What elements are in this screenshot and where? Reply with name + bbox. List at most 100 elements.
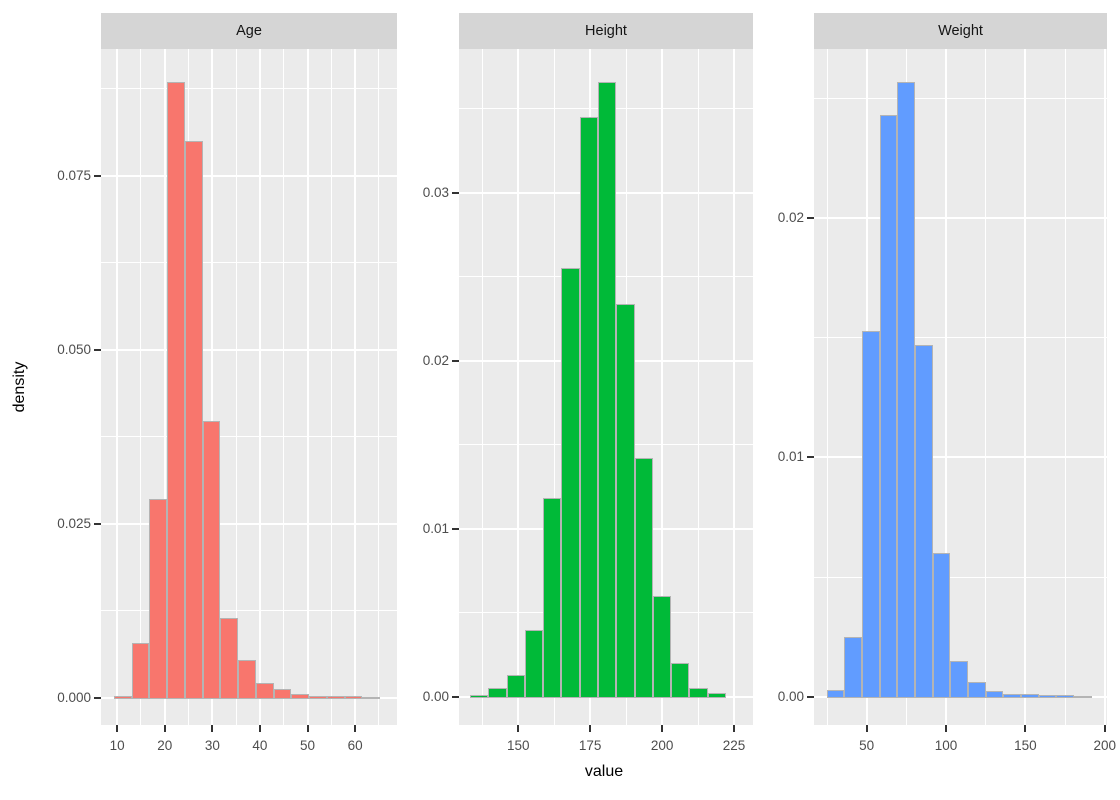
gridline-minor-h [101, 262, 397, 264]
y-tick-mark [452, 695, 459, 698]
gridline-major-h [101, 522, 397, 525]
gridline-minor-v [481, 49, 483, 725]
gridline-major-v [354, 49, 357, 725]
histogram-bar [950, 660, 968, 699]
histogram-bar [184, 140, 203, 700]
histogram-bar [273, 688, 292, 700]
y-tick-label: 0.03 [422, 184, 449, 200]
histogram-bar [707, 693, 727, 699]
gridline-minor-v [985, 49, 987, 725]
histogram-bar [543, 498, 562, 699]
histogram-bar [968, 682, 986, 699]
histogram-bar [1021, 694, 1039, 699]
x-tick-label: 50 [300, 738, 316, 753]
histogram-bar [879, 115, 898, 699]
gridline-major-v [1103, 49, 1106, 725]
gridline-minor-v [553, 49, 555, 725]
x-tick-label: 200 [650, 738, 674, 753]
panel-height [459, 49, 753, 725]
x-tick-label: 40 [252, 738, 268, 753]
gridline-major-v [116, 49, 119, 725]
y-tick-mark [94, 522, 101, 525]
histogram-bar [524, 629, 544, 699]
x-tick-mark [306, 725, 309, 732]
histogram-bar [1056, 695, 1074, 699]
x-tick-label: 20 [157, 738, 173, 753]
x-tick-label: 50 [859, 738, 875, 753]
x-tick-mark [354, 725, 357, 732]
histogram-bar [652, 595, 672, 699]
gridline-minor-h [101, 610, 397, 612]
x-tick-mark [733, 725, 735, 732]
gridline-minor-v [697, 49, 699, 725]
histogram-bar [238, 660, 256, 700]
facet-strip-label: Age [236, 23, 262, 39]
histogram-bar [634, 458, 653, 699]
gridline-major-v [258, 49, 261, 725]
histogram-bar [469, 695, 489, 699]
y-tick-mark [94, 174, 101, 177]
gridline-major-v [945, 49, 948, 725]
histogram-bar [506, 674, 525, 699]
x-tick-mark [258, 725, 261, 732]
histogram-bar [167, 81, 185, 700]
panel-weight [814, 49, 1107, 725]
y-tick-label: 0.00 [777, 688, 804, 704]
gridline-minor-h [814, 576, 1107, 578]
histogram-bar [862, 330, 880, 699]
histogram-bar [291, 694, 310, 700]
y-tick-mark [452, 359, 459, 362]
facet-strip-age: Age [101, 13, 397, 49]
histogram-bar [985, 690, 1004, 699]
x-tick-label: 200 [1093, 738, 1117, 753]
histogram-bar [689, 688, 708, 699]
x-tick-label: 150 [506, 738, 530, 753]
gridline-minor-v [826, 49, 828, 725]
histogram-bar [202, 420, 221, 700]
histogram-bar [220, 617, 239, 700]
y-tick-label: 0.02 [777, 210, 804, 226]
y-tick-mark [807, 456, 814, 459]
gridline-major-v [163, 49, 166, 725]
histogram-bar [932, 553, 951, 699]
gridline-major-h [814, 456, 1107, 459]
y-tick-label: 0.075 [57, 167, 91, 183]
histogram-bar [1003, 694, 1021, 699]
x-tick-mark [116, 725, 119, 732]
gridline-major-h [814, 217, 1107, 220]
histogram-bar [1038, 694, 1057, 699]
gridline-minor-h [814, 98, 1107, 100]
gridline-major-h [101, 174, 397, 177]
gridline-minor-v [140, 49, 142, 725]
gridline-minor-v [235, 49, 237, 725]
histogram-bar [579, 117, 598, 699]
x-tick-label: 225 [722, 738, 746, 753]
x-tick-mark [211, 725, 214, 732]
histogram-bar [309, 695, 327, 700]
facet-strip-weight: Weight [814, 13, 1107, 49]
histogram-bar [561, 268, 580, 699]
histogram-bar [844, 636, 863, 699]
histogram-bar [598, 81, 617, 699]
y-tick-mark [94, 348, 101, 351]
y-tick-mark [807, 695, 814, 698]
gridline-major-v [517, 49, 520, 725]
histogram-bar [113, 696, 132, 700]
gridline-major-v [1024, 49, 1027, 725]
y-tick-label: 0.000 [57, 689, 91, 705]
y-tick-label: 0.050 [57, 341, 91, 357]
x-tick-mark [1024, 725, 1027, 732]
x-tick-label: 10 [109, 738, 125, 753]
y-tick-mark [452, 191, 459, 194]
gridline-major-v [733, 49, 735, 725]
histogram-bar [897, 81, 916, 699]
y-tick-label: 0.02 [422, 352, 449, 368]
histogram-bar [344, 696, 363, 700]
x-tick-label: 100 [934, 738, 958, 753]
panel-age [101, 49, 397, 725]
x-tick-label: 30 [204, 738, 220, 753]
gridline-minor-v [330, 49, 332, 725]
histogram-bar [1074, 695, 1092, 699]
x-tick-mark [589, 725, 592, 732]
